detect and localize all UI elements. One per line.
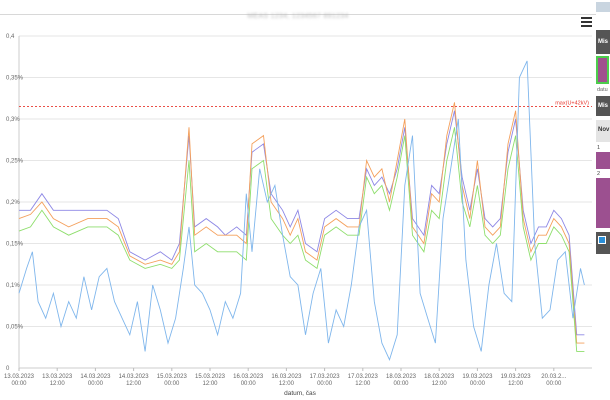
- y-tick-label: 0,25%: [6, 159, 24, 165]
- y-tick-label: 0,3%: [6, 117, 20, 123]
- x-tick-time: 00:00: [164, 381, 180, 387]
- x-tick-date: 17.03.2023: [348, 374, 379, 380]
- checkbox-icon[interactable]: [598, 236, 606, 244]
- x-tick-labels: 13.03.202300:0013.03.202312:0014.03.2023…: [4, 374, 567, 387]
- series-line-3: [18, 127, 585, 352]
- x-tick-time: 12:00: [126, 381, 142, 387]
- x-tick-time: 00:00: [393, 381, 409, 387]
- sidebar-item-2-swatch[interactable]: [596, 178, 610, 228]
- top-bar: [0, 0, 596, 15]
- x-tick-date: 13.03.2023: [42, 374, 73, 380]
- grid: [18, 35, 592, 371]
- series-line-4: [18, 60, 585, 361]
- sidebar-date-label: datu: [597, 87, 608, 93]
- sidebar-item-1-label: 1: [597, 145, 601, 151]
- limit-line-label: max(U+42kV): [555, 101, 589, 107]
- x-tick-time: 00:00: [11, 381, 27, 387]
- x-tick-date: 14.03.2023: [80, 374, 111, 380]
- x-tick-date: 20.03.2...: [541, 374, 566, 380]
- y-tick-label: 0,35%: [6, 76, 24, 82]
- sidebar-panel-2[interactable]: Mis: [596, 96, 610, 116]
- series-line-1: [19, 110, 585, 336]
- x-tick-time: 00:00: [317, 381, 333, 387]
- sidebar-panel-2-label: Mis: [598, 103, 609, 109]
- x-tick-date: 15.03.2023: [157, 374, 188, 380]
- x-tick-date: 19.03.2023: [501, 374, 532, 380]
- menu-icon[interactable]: [581, 17, 592, 27]
- x-tick-date: 13.03.2023: [4, 374, 35, 380]
- sidebar-panel-3-label: Nov: [598, 127, 610, 133]
- sidebar-panel-3[interactable]: Nov: [596, 120, 610, 142]
- x-tick-date: 19.03.2023: [462, 374, 493, 380]
- x-tick-date: 17.03.2023: [310, 374, 341, 380]
- y-tick-label: 0: [6, 366, 10, 372]
- x-tick-date: 18.03.2023: [424, 374, 455, 380]
- sidebar-panel-1[interactable]: Mis: [596, 30, 610, 54]
- sidebar-header: [596, 2, 610, 12]
- x-tick-time: 12:00: [50, 381, 66, 387]
- y-tick-labels: 0 0,05% 0,1% 0,15% 0,2% 0,25% 0,3% 0,35% 0,4: [6, 34, 24, 372]
- x-tick-time: 00:00: [88, 381, 104, 387]
- line-chart: 0 0,05% 0,1% 0,15% 0,2% 0,25% 0,3% 0,35% 0,4 13.…: [4, 34, 592, 397]
- x-tick-date: 18.03.2023: [386, 374, 417, 380]
- y-tick-label: 0,15%: [6, 242, 24, 248]
- limit-line-group: max(U+42kV): [19, 101, 592, 107]
- right-sidebar: Mis datu Mis Nov 1 2: [596, 0, 610, 400]
- x-tick-date: 16.03.2023: [233, 374, 264, 380]
- x-tick-time: 12:00: [432, 381, 448, 387]
- x-tick-time: 00:00: [241, 381, 257, 387]
- y-tick-label: 0,1%: [6, 283, 20, 289]
- x-tick-time: 12:00: [508, 381, 524, 387]
- y-tick-label: 0,4: [6, 34, 15, 40]
- series-lines: [18, 60, 585, 361]
- x-tick-date: 14.03.2023: [119, 374, 150, 380]
- x-tick-time: 12:00: [355, 381, 371, 387]
- y-tick-label: 0,05%: [6, 325, 24, 331]
- chart-title: MEAS 1234, 1234567 891234: [247, 13, 349, 20]
- x-tick-date: 16.03.2023: [271, 374, 302, 380]
- sidebar-thumbnail[interactable]: [596, 56, 609, 84]
- x-tick-time: 00:00: [470, 381, 486, 387]
- x-tick-time: 12:00: [202, 381, 218, 387]
- series-line-2: [18, 102, 585, 344]
- sidebar-item-1-swatch[interactable]: [596, 152, 610, 169]
- sidebar-panel-1-label: Mis: [598, 39, 609, 45]
- sidebar-item-2-label: 2: [597, 171, 601, 177]
- y-tick-label: 0,2%: [6, 200, 20, 206]
- x-tick-time: 12:00: [279, 381, 295, 387]
- x-tick-time: 00:00: [546, 381, 562, 387]
- x-tick-date: 15.03.2023: [195, 374, 226, 380]
- x-axis-label: datum, čas: [284, 390, 317, 397]
